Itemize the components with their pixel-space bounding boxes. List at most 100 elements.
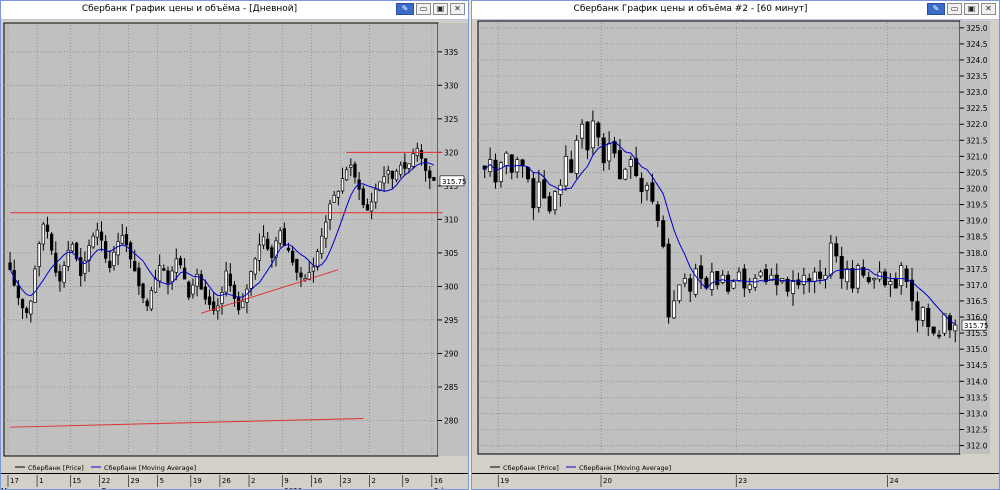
last-price-box [961, 319, 987, 331]
candle-body [498, 162, 503, 182]
candle-body [353, 163, 357, 178]
x-tick-label: 9 [284, 477, 288, 485]
candle-body [220, 292, 224, 304]
y-tick-label: 320.5 [966, 168, 988, 177]
x-tick-label: 17 [10, 477, 19, 485]
candle-body [386, 170, 390, 175]
maximize-icon[interactable]: ▣ [433, 3, 448, 15]
candle-body [253, 258, 257, 275]
x-month-label: 2026 [284, 487, 302, 489]
maximize-icon[interactable]: ▣ [964, 3, 979, 15]
hourly-price-chart[interactable]: 325.0 324.5 324.0 323.5 323.0 322.5 322.0 321.5… [472, 20, 999, 489]
last-price-box [439, 175, 465, 187]
candle-body [715, 271, 720, 286]
candle-body [937, 334, 942, 337]
candle-body [525, 166, 531, 180]
candle-body [399, 164, 403, 175]
candle-body [291, 250, 295, 263]
candle-body [37, 243, 41, 267]
candle-body [909, 279, 915, 302]
y-tick-label: 315.0 [966, 345, 988, 354]
candle-body [332, 194, 336, 203]
minimize-icon[interactable]: ▭ [947, 3, 962, 15]
close-icon[interactable]: ✕ [450, 3, 465, 15]
y-tick-label: 316.0 [966, 313, 988, 322]
y-tick-label: 320 [444, 148, 459, 157]
candle-body [79, 257, 83, 277]
candle-body [742, 268, 747, 289]
candle-body [324, 221, 328, 239]
candle-body [547, 196, 552, 212]
candle-body [182, 267, 187, 280]
pin-icon[interactable]: ✎ [927, 3, 945, 15]
y-tick-label: 312.0 [966, 442, 988, 451]
candle-body [407, 163, 411, 169]
candle-body [650, 182, 655, 202]
candle-body [666, 243, 671, 318]
title-bar[interactable]: Сбербанк График цены и объёма - [Дневной… [1, 1, 468, 20]
candle-body [731, 281, 736, 289]
candle-body [58, 271, 62, 282]
candle-body [655, 204, 660, 221]
candle-body [882, 271, 888, 286]
candle-body [33, 268, 37, 303]
candle-body [818, 271, 823, 279]
x-tick-label: 16 [434, 477, 443, 485]
candle-body [590, 120, 595, 149]
candle-body [133, 261, 137, 272]
candle-body [661, 220, 666, 247]
y-tick-label: 285 [444, 383, 459, 392]
close-icon[interactable]: ✕ [981, 3, 996, 15]
candle-body [785, 278, 790, 292]
candle-body [66, 249, 70, 267]
candle-body [682, 278, 687, 284]
candle-body [49, 233, 54, 251]
candle-body [888, 281, 893, 286]
candle-body [432, 177, 436, 181]
candle-body [361, 188, 365, 205]
y-tick-label: 312.5 [966, 426, 988, 435]
x-month-label: Dec [101, 487, 115, 489]
candle-body [124, 234, 129, 246]
minimize-icon[interactable]: ▭ [416, 3, 431, 15]
legend-label: Сбербанк [Price] [28, 464, 84, 472]
candle-body [199, 274, 203, 290]
candle-body [866, 277, 871, 283]
candle-body [83, 260, 87, 274]
candle-body [850, 268, 855, 289]
candle-body [145, 300, 149, 307]
last-price-label: 315.75 [442, 178, 467, 186]
y-tick-label: 315.5 [966, 329, 988, 338]
plot-area [3, 22, 439, 457]
y-tick-label: 319.5 [966, 201, 988, 210]
candle-body [70, 243, 75, 252]
candle-body [671, 300, 677, 319]
candle-body [16, 285, 21, 299]
title-bar[interactable]: Сбербанк График цены и объёма #2 - [60 м… [472, 1, 999, 20]
y-tick-label: 318.0 [966, 249, 988, 258]
candle-body [504, 152, 509, 167]
candle-body [893, 279, 898, 289]
candle-body [904, 268, 909, 283]
pin-icon[interactable]: ✎ [396, 3, 414, 15]
legend-label: Сбербанк [Moving Average] [579, 464, 671, 472]
candle-body [232, 284, 237, 299]
candle-body [286, 247, 291, 251]
candle-body [769, 274, 774, 281]
y-axis-area [438, 23, 468, 456]
moving-average-line [9, 161, 435, 298]
candle-body [390, 170, 395, 179]
x-month-label: Feb [434, 487, 447, 489]
candle-body [394, 170, 399, 181]
candle-body [563, 156, 568, 187]
x-tick-label: 29 [131, 477, 140, 485]
candle-body [823, 274, 828, 280]
x-tick-label: 2 [372, 477, 376, 485]
candle-body [845, 268, 850, 283]
candle-body [369, 201, 374, 212]
y-tick-label: 314.5 [966, 361, 988, 370]
last-price-label: 315.75 [964, 322, 989, 330]
candle-body [617, 150, 622, 180]
candle-body [153, 278, 158, 293]
